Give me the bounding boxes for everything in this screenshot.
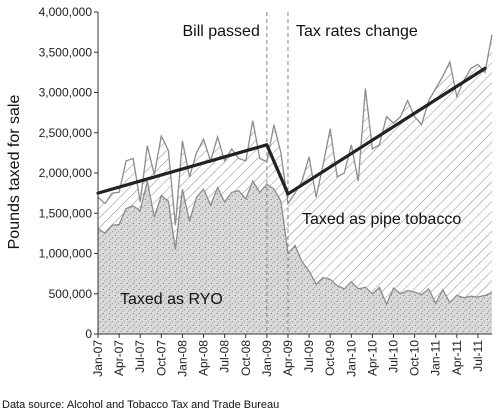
x-tick-label: Oct-08	[239, 340, 253, 376]
x-tick-label: Jul-09	[302, 340, 316, 373]
ryo-annotation: Taxed as RYO	[120, 291, 223, 308]
ryo-area	[98, 181, 492, 334]
x-tick-label: Jul-10	[387, 340, 401, 373]
pipe-tobacco-annotation: Taxed as pipe tobacco	[302, 211, 461, 228]
x-tick-label: Oct-10	[408, 340, 422, 376]
y-tick-label: 2,500,000	[39, 126, 93, 140]
y-tick-label: 3,500,000	[39, 45, 93, 59]
x-tick-label: Apr-11	[450, 340, 464, 375]
x-tick-label: Apr-07	[112, 340, 126, 376]
x-tick-label: Jan-10	[344, 340, 358, 377]
y-tick-label: 1,500,000	[39, 206, 93, 220]
total-series-line	[97, 34, 493, 226]
axes: 0 500,000 1,000,000 1,500,000 2,000,000 2,500…	[39, 5, 492, 377]
event-marker-label: Tax rates change	[296, 23, 418, 40]
x-tick-label: Apr-09	[281, 340, 295, 376]
x-tick-label: Jul-07	[133, 340, 147, 373]
y-tick-label: 500,000	[49, 287, 93, 301]
annotations: Taxed as pipe tobacco Taxed as RYO	[120, 211, 461, 308]
trend-line	[96, 143, 269, 195]
y-tick-label: 4,000,000	[39, 5, 93, 19]
x-tick-label: Jan-09	[260, 340, 274, 377]
x-tick-label: Jul-08	[218, 340, 232, 373]
y-axis-label: Pounds taxed for sale	[6, 95, 23, 250]
x-tick-label: Jan-07	[91, 340, 105, 377]
y-tick-label: 0	[85, 327, 92, 341]
y-tick-label: 1,000,000	[39, 247, 93, 261]
x-tick-label: Jan-11	[429, 340, 443, 376]
pipe-tobacco-area	[98, 34, 492, 305]
y-tick-label: 2,000,000	[39, 166, 93, 180]
trend-line	[286, 66, 487, 196]
x-tick-label: Apr-10	[365, 340, 379, 376]
ryo-series-line	[97, 179, 493, 306]
y-tick-label: 3,000,000	[39, 86, 93, 100]
x-tick-label: Jan-08	[175, 340, 189, 377]
x-tick-label: Oct-07	[154, 340, 168, 376]
x-tick-label: Jul-11	[471, 340, 485, 372]
event-marker-label: Bill passed	[182, 23, 259, 40]
x-tick-label: Apr-08	[197, 340, 211, 376]
trend-line	[265, 143, 290, 196]
plot-area: Bill passed Tax rates change	[96, 12, 493, 334]
data-source: Data source: Alcohol and Tobacco Tax and…	[2, 399, 279, 411]
x-tick-label: Oct-09	[323, 340, 337, 376]
